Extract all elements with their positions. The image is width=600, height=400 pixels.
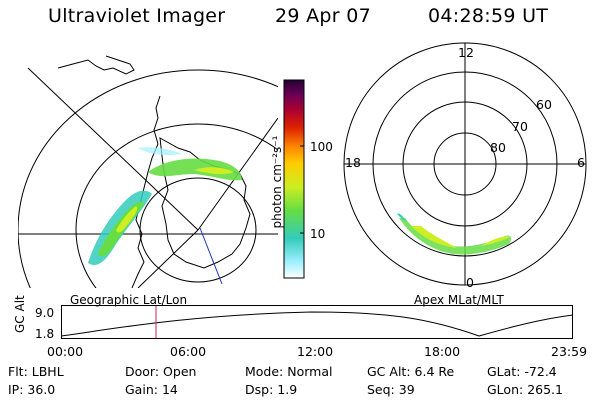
colorbar-gradient: [283, 79, 305, 279]
status-gain: Gain: 14: [125, 382, 178, 397]
aurora-emission-geo: [88, 147, 242, 266]
status-glat: GLat: -72.4: [487, 364, 557, 379]
colorbar: [283, 79, 305, 279]
mlt-label-0: 0: [466, 275, 474, 290]
status-seq: Seq: 39: [367, 382, 415, 397]
time-label: 04:28:59 UT: [428, 5, 549, 27]
mlat-label-80: 80: [490, 140, 506, 155]
mlt-label-6: 6: [577, 155, 585, 170]
altitude-xtick-1: 06:00: [170, 344, 207, 359]
status-glon: GLon: 265.1: [487, 382, 563, 397]
altitude-ylabel: GC Alt: [13, 295, 27, 333]
altitude-ytick-1: 1.8: [35, 327, 55, 341]
status-gc-alt: GC Alt: 6.4 Re: [367, 364, 455, 379]
colorbar-unit-label: photon cm⁻²s⁻¹: [270, 135, 284, 229]
altitude-plot-frame: [61, 305, 573, 339]
meridian-line: [137, 229, 199, 288]
mlt-label-18: 18: [345, 155, 361, 170]
coastline: [131, 95, 161, 288]
colorbar-tick-10: 10: [310, 227, 326, 241]
colorbar-tick-100: 100: [310, 140, 333, 154]
altitude-ytick-9: 9.0: [35, 306, 55, 320]
lat-circle-outer: [18, 69, 278, 288]
instrument-title: Ultraviolet Imager: [48, 5, 226, 27]
meridian-line: [27, 67, 199, 231]
status-filter: Flt: LBHL: [8, 364, 64, 379]
apex-polar-plot: [343, 42, 587, 286]
status-dsp: Dsp: 1.9: [245, 382, 298, 397]
mlat-label-60: 60: [536, 97, 552, 112]
altitude-xtick-2: 12:00: [297, 344, 334, 359]
aurora-emission-apex: [397, 213, 512, 255]
coastline: [57, 55, 135, 75]
altitude-xtick-3: 18:00: [424, 344, 461, 359]
apex-panel-label: Apex MLat/MLT: [414, 293, 504, 307]
status-door: Door: Open: [125, 364, 197, 379]
altitude-xtick-0: 00:00: [47, 344, 84, 359]
coastline-antarctica: [159, 137, 251, 269]
lat-circle-mid: [75, 123, 278, 288]
mlt-label-12: 12: [458, 45, 474, 60]
geographic-map: [18, 55, 278, 288]
mlat-label-70: 70: [512, 119, 528, 134]
date-label: 29 Apr 07: [275, 5, 372, 27]
altitude-plot: [61, 305, 573, 339]
status-mode: Mode: Normal: [245, 364, 333, 379]
altitude-curve: [61, 311, 573, 337]
satellite-track: [199, 227, 223, 285]
geo-panel-label: Geographic Lat/Lon: [70, 293, 188, 307]
altitude-xtick-4: 23:59: [551, 344, 588, 359]
status-ip: IP: 36.0: [8, 382, 56, 397]
